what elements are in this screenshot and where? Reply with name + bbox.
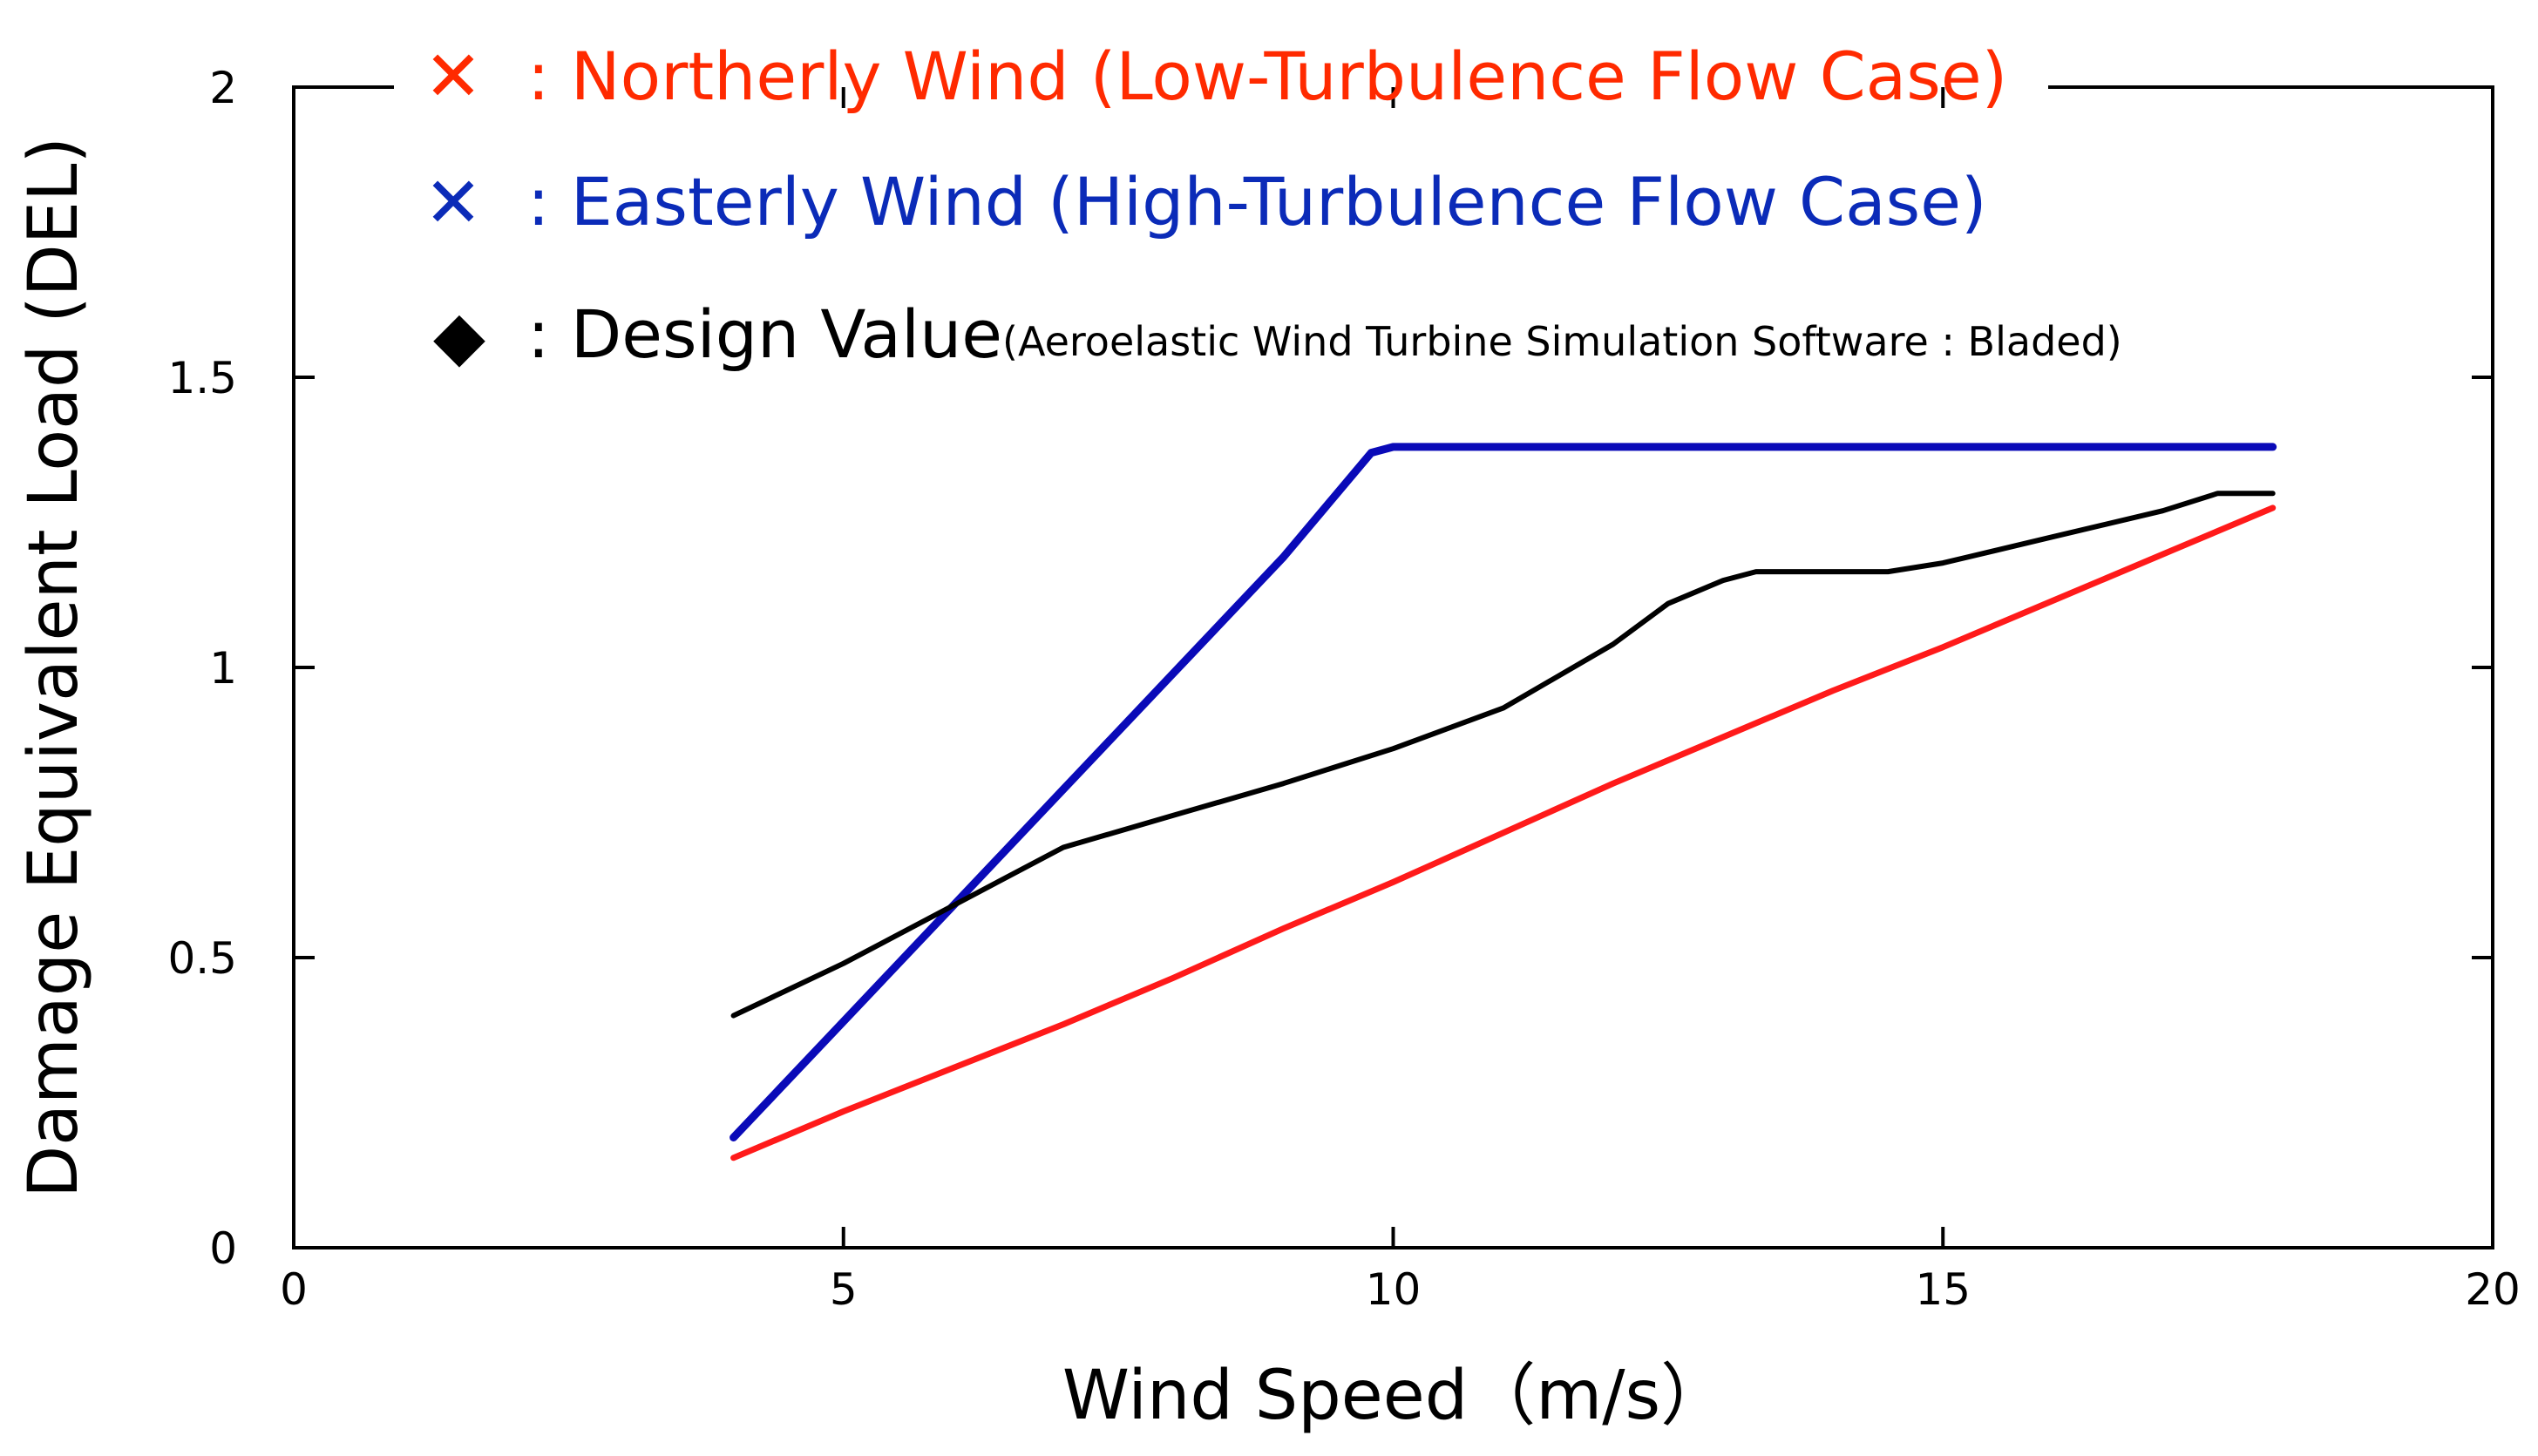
x-tick-label: 20 — [2465, 1264, 2521, 1315]
legend-item-easterly: ✕ : Easterly Wind (High-Turbulence Flow … — [424, 162, 1986, 243]
x-tick-label: 10 — [1366, 1264, 1422, 1315]
legend-marker-northerly: ✕ — [424, 36, 482, 117]
series-line-northerly — [730, 505, 2277, 1161]
legend-label-easterly: : Easterly Wind (High-Turbulence Flow Ca… — [527, 163, 1987, 240]
ticks — [292, 85, 2494, 1249]
series-line-design — [730, 491, 2276, 1019]
legend-marker-design: ◆ — [433, 297, 485, 376]
y-tick-label: 0.5 — [167, 933, 237, 984]
y-tick-label: 0 — [209, 1223, 237, 1274]
y-axis-title: Damage Equivalent Load (DEL) — [15, 137, 93, 1198]
legend-label-design: : Design Value — [527, 295, 1002, 373]
legend: ✕ : Northerly Wind (Low-Turbulence Flow … — [424, 36, 2121, 376]
legend-label-northerly: : Northerly Wind (Low-Turbulence Flow Ca… — [527, 37, 2007, 115]
legend-note-design: (Aeroelastic Wind Turbine Simulation Sof… — [1002, 318, 2122, 365]
x-axis-title: Wind Speed（m/s） — [1062, 1357, 1728, 1435]
x-tick-label: 5 — [830, 1264, 858, 1315]
legend-item-northerly: ✕ : Northerly Wind (Low-Turbulence Flow … — [424, 36, 2007, 117]
series-line-easterly — [730, 443, 2277, 1141]
legend-item-design: ◆ : Design Value (Aeroelastic Wind Turbi… — [433, 295, 2122, 376]
x-tick-label: 15 — [1915, 1264, 1971, 1315]
y-tick-label: 1 — [209, 643, 237, 694]
series-lines — [730, 443, 2277, 1161]
y-tick-label: 2 — [209, 63, 237, 113]
tick-labels: 0 5 10 15 20 0 0.5 1 1.5 2 — [167, 63, 2520, 1315]
x-tick-label: 0 — [280, 1264, 308, 1315]
plot-frame — [292, 85, 2494, 1249]
y-tick-label: 1.5 — [167, 353, 237, 403]
legend-marker-easterly: ✕ — [424, 162, 482, 243]
